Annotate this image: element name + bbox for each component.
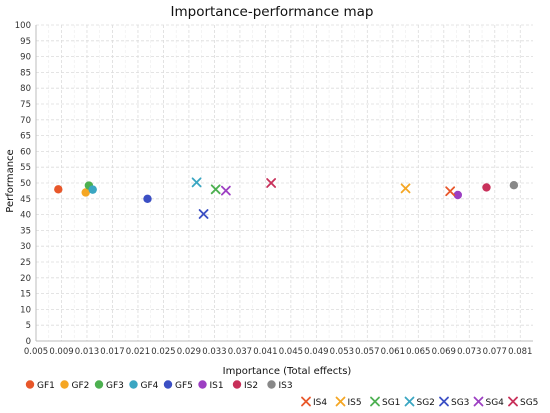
y-tick-label: 30 xyxy=(20,242,31,252)
legend-label-gf2: GF2 xyxy=(72,381,90,391)
legend-marker-is4 xyxy=(301,396,311,407)
y-tick-label: 80 xyxy=(20,84,31,94)
legend-marker-gf1 xyxy=(25,380,35,389)
x-tick-label: 0.033 xyxy=(202,347,226,357)
axes xyxy=(35,25,533,342)
y-tick-label: 5 xyxy=(26,321,31,331)
y-tick-label: 35 xyxy=(20,226,31,236)
legend-marker-is5 xyxy=(335,396,346,407)
x-tick-label: 0.073 xyxy=(457,347,481,357)
y-tick-label: 15 xyxy=(20,290,31,300)
y-tick-label: 55 xyxy=(20,163,31,173)
data-point-gf4 xyxy=(88,185,97,194)
data-point-sg1 xyxy=(210,184,221,195)
x-tick-label: 0.061 xyxy=(381,347,405,357)
data-point-gf2 xyxy=(81,188,90,197)
grid xyxy=(35,24,533,342)
y-tick-label: 60 xyxy=(20,147,31,157)
legend-marker-gf2 xyxy=(60,380,69,389)
x-tick-label: 0.013 xyxy=(75,347,99,357)
y-tick-label: 10 xyxy=(20,305,31,315)
legend-label-is2: IS2 xyxy=(244,381,258,391)
legend-label-is4: IS4 xyxy=(313,398,327,408)
legend-label-is1: IS1 xyxy=(210,381,224,391)
legend-marker-is2 xyxy=(232,380,242,389)
legend-label-gf1: GF1 xyxy=(37,381,55,391)
x-tick-label: 0.025 xyxy=(151,347,175,357)
legend-marker-is1 xyxy=(198,380,207,389)
x-tick-label: 0.009 xyxy=(49,347,73,357)
x-tick-label: 0.069 xyxy=(432,347,456,357)
data-point-gf5 xyxy=(143,194,152,203)
data-point-sg5 xyxy=(266,178,277,188)
chart-title: Importance-performance map xyxy=(171,4,374,20)
x-axis-title: Importance (Total effects) xyxy=(223,366,352,377)
y-tick-label: 95 xyxy=(20,37,31,47)
x-tick-label: 0.021 xyxy=(126,347,150,357)
y-tick-label: 70 xyxy=(20,116,31,126)
x-tick-label: 0.081 xyxy=(508,347,532,357)
legend-marker-gf5 xyxy=(163,380,173,389)
legend-marker-gf3 xyxy=(94,380,104,389)
data-point-is2 xyxy=(482,183,491,192)
x-tick-label: 0.065 xyxy=(406,347,430,357)
data-point-is5 xyxy=(400,183,411,194)
data-point-gf1 xyxy=(54,185,63,194)
y-tick-label: 20 xyxy=(20,274,31,284)
x-tick-labels: 0.005 0.009 0.013 0.017 0.021 0.025 0.029 0.033… xyxy=(24,347,533,357)
legend-label-sg2: SG2 xyxy=(417,398,435,408)
legend-label-gf3: GF3 xyxy=(106,381,124,391)
legend-label-sg1: SG1 xyxy=(382,398,400,408)
x-tick-label: 0.005 xyxy=(24,347,48,357)
legend-label-gf4: GF4 xyxy=(141,381,159,391)
data-point-is1 xyxy=(453,190,463,200)
x-tick-label: 0.041 xyxy=(253,347,277,357)
y-tick-label: 25 xyxy=(20,258,31,268)
y-tick-label: 75 xyxy=(20,100,31,110)
data-point-is4 xyxy=(445,186,456,197)
legend-marker-sg2 xyxy=(404,396,415,407)
legend-marker-is3 xyxy=(267,380,276,389)
legend-label-is3: IS3 xyxy=(279,381,293,391)
x-tick-label: 0.029 xyxy=(177,347,201,357)
data-point-sg4 xyxy=(220,185,231,196)
data-point-sg2 xyxy=(191,177,202,188)
legend: GF1 GF2 GF3 GF4 GF5 IS1 IS2 IS3 IS4 IS5 SG1 SG2 SG3 S… xyxy=(25,380,538,408)
y-tick-label: 40 xyxy=(20,211,31,221)
legend-label-sg4: SG4 xyxy=(486,398,505,408)
legend-marker-gf4 xyxy=(129,380,138,389)
y-tick-label: 50 xyxy=(20,179,31,189)
y-tick-label: 45 xyxy=(20,195,31,205)
x-tick-label: 0.053 xyxy=(330,347,354,357)
y-tick-label: 85 xyxy=(20,68,31,78)
legend-label-is5: IS5 xyxy=(348,398,362,408)
legend-marker-sg4 xyxy=(473,396,484,407)
x-tick-label: 0.037 xyxy=(228,347,252,357)
legend-label-sg5: SG5 xyxy=(520,398,538,408)
x-tick-label: 0.045 xyxy=(279,347,303,357)
y-tick-label: 90 xyxy=(20,53,31,63)
x-tick-label: 0.049 xyxy=(304,347,328,357)
legend-marker-sg1 xyxy=(370,396,380,407)
x-tick-label: 0.017 xyxy=(100,347,124,357)
data-point-is3 xyxy=(509,181,519,190)
y-tick-label: 65 xyxy=(20,132,31,142)
legend-label-sg3: SG3 xyxy=(451,398,469,408)
y-tick-label: 100 xyxy=(15,21,31,31)
data-point-sg3 xyxy=(198,209,209,219)
y-tick-labels: 0 5 10 15 20 25 30 35 40 45 50 55 60 65 70 75 80 85 90 95 10… xyxy=(15,21,31,347)
legend-marker-sg3 xyxy=(439,396,449,407)
x-tick-label: 0.057 xyxy=(355,347,379,357)
data-points xyxy=(54,177,519,219)
x-tick-label: 0.077 xyxy=(483,347,507,357)
y-tick-label: 0 xyxy=(26,337,31,347)
legend-label-gf5: GF5 xyxy=(175,381,193,391)
y-axis-title: Performance xyxy=(5,149,16,212)
legend-marker-sg5 xyxy=(508,396,518,407)
